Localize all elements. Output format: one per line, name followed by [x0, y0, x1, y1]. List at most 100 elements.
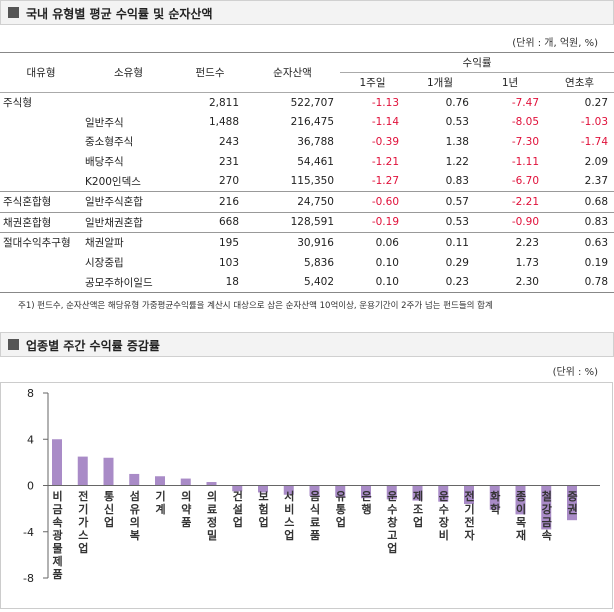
- value-cell: 195: [175, 232, 245, 253]
- subtype-cell: 일반주식: [85, 116, 124, 129]
- value-cell: 2.37: [584, 175, 609, 188]
- value-cell: 36,788: [297, 135, 334, 148]
- value-cell: 2.23: [475, 232, 545, 253]
- x-tick-label: 증권: [566, 490, 579, 516]
- subtype-cell: 배당주식: [85, 156, 124, 169]
- value-cell: 1.22: [445, 155, 469, 168]
- section-title: 국내 유형별 평균 수익률 및 순자산액: [26, 7, 213, 21]
- bar: [386, 485, 397, 500]
- value-cell: 216,475: [290, 116, 334, 129]
- x-tick-label: 유통업: [334, 490, 347, 529]
- bar: [52, 439, 62, 486]
- bar: [464, 485, 474, 504]
- subtype-cell: [82, 93, 175, 113]
- bar: [206, 482, 217, 486]
- value-cell: 0.27: [584, 96, 609, 109]
- value-cell: -7.30: [511, 135, 539, 148]
- type-cell: [0, 113, 82, 133]
- value-cell: 2.09: [584, 155, 609, 168]
- x-tick-label: 의료정밀: [205, 489, 218, 542]
- type-cell: [0, 253, 82, 273]
- icon: [8, 339, 19, 350]
- x-tick-label: 운수장비: [437, 490, 450, 542]
- table-row: 배당주식 231 54,461 -1.21 1.22 -1.11 2.09: [0, 152, 614, 172]
- section-header: 국내 유형별 평균 수익률 및 순자산액: [0, 0, 614, 25]
- x-tick-label: 철강금속: [540, 489, 553, 542]
- y-tick-label: 4: [27, 433, 34, 446]
- value-cell: 128,591: [245, 211, 340, 233]
- bar: [232, 485, 243, 492]
- value-cell: -0.60: [340, 190, 405, 213]
- value-cell: 270: [218, 175, 239, 188]
- value-cell: 0.29: [445, 256, 469, 269]
- y-tick-label: 8: [27, 387, 34, 400]
- value-cell: 2.30: [475, 272, 545, 293]
- bar: [361, 485, 371, 499]
- y-tick-label: -8: [23, 572, 34, 585]
- y-tick-label: 0: [27, 480, 34, 493]
- value-cell: 0.53: [445, 116, 469, 129]
- type-cell: [0, 132, 82, 152]
- value-cell: 522,707: [290, 96, 334, 109]
- value-cell: 243: [218, 135, 239, 148]
- subtype-cell: 일반채권혼합: [82, 211, 175, 233]
- bar: [283, 485, 294, 495]
- x-tick-label: 은행: [360, 490, 373, 516]
- bar: [515, 485, 526, 515]
- column-header: 1주일: [340, 72, 405, 93]
- value-cell: 0.19: [584, 256, 609, 269]
- value-cell: -1.13: [371, 96, 399, 109]
- value-cell: 1.73: [515, 256, 539, 269]
- value-cell: 2,811: [208, 96, 239, 109]
- bar: [155, 476, 165, 486]
- table-row: 절대수익추구형 채권알파 195 30,916 0.06 0.11 2.23 0.63: [0, 232, 614, 253]
- value-cell: -1.14: [371, 116, 399, 129]
- value-cell: 0.23: [405, 272, 475, 293]
- x-tick-label: 음식료품: [308, 490, 321, 542]
- footnote: 주1) 펀드수, 순자산액은 해당유형 가중평균수익률을 계산시 대상으로 삼은…: [18, 301, 493, 311]
- fund-table: 대유형 소유형 펀드수 순자산액 수익률 1주일 1개월 1년 연초후 주식형 2,811 522,7…: [0, 52, 614, 293]
- bar: [541, 485, 552, 530]
- value-cell: 18: [175, 272, 245, 293]
- x-tick-label: 화학: [488, 489, 501, 516]
- value-cell: -6.70: [511, 175, 539, 188]
- value-cell: -1.27: [371, 175, 399, 188]
- value-cell: 54,461: [297, 155, 334, 168]
- x-tick-label: 의약품: [179, 489, 192, 529]
- header-row: 대유형 소유형 펀드수 순자산액 수익률: [0, 52, 614, 93]
- subtype-cell: 채권알파: [82, 232, 175, 253]
- table-row: 채권혼합형 일반채권혼합 668 128,591 -0.19 0.53 -0.90 0.83: [0, 211, 614, 233]
- chart-frame: [0, 382, 613, 609]
- column-header: 펀드수: [175, 52, 245, 93]
- value-cell: 5,836: [303, 256, 334, 269]
- header-row: 1주일 1개월 1년 연초후: [0, 72, 614, 93]
- x-tick-label: 보험업: [257, 490, 270, 529]
- bar: [309, 485, 320, 496]
- section-header: 업종별 주간 수익률 증감률: [0, 332, 614, 357]
- x-tick-label: 서비스업: [282, 489, 295, 542]
- section-title: 업종별 주간 수익률 증감률: [26, 339, 160, 353]
- value-cell: 0.76: [445, 96, 469, 109]
- table-row: 주식혼합형 일반주식혼합 216 24,750 -0.60 0.57 -2.21 0.68: [0, 190, 614, 213]
- value-cell: -1.03: [580, 116, 609, 129]
- value-cell: 0.83: [445, 175, 469, 188]
- subtype-cell: 일반주식혼합: [82, 190, 175, 213]
- value-cell: 0.10: [375, 256, 399, 269]
- column-header: 소유형: [82, 52, 175, 93]
- subtype-cell: K200인덱스: [85, 175, 141, 188]
- value-cell: 103: [218, 256, 239, 269]
- x-tick-label: 통신업: [102, 490, 115, 529]
- value-cell: -0.90: [475, 211, 545, 233]
- type-cell: [0, 171, 82, 191]
- value-cell: -1.11: [511, 155, 539, 168]
- x-tick-label: 기계: [154, 489, 167, 516]
- value-cell: -2.21: [475, 190, 545, 213]
- value-cell: -7.47: [511, 96, 539, 109]
- table-row: 공모주하이일드 18 5,402 0.10 0.23 2.30 0.78: [0, 272, 614, 293]
- value-cell: -1.74: [580, 135, 609, 148]
- chart: 8 4 0 -4 -8 비금속광물제품 전기가스업 통신업 섬유의복 기계 의약품 의료정밀 건설업 보험…: [0, 382, 613, 609]
- x-tick-label: 비금속광물제품: [51, 489, 64, 581]
- column-header: 순자산액: [245, 52, 340, 93]
- value-cell: 1,488: [208, 116, 239, 129]
- value-cell: 0.53: [405, 211, 475, 233]
